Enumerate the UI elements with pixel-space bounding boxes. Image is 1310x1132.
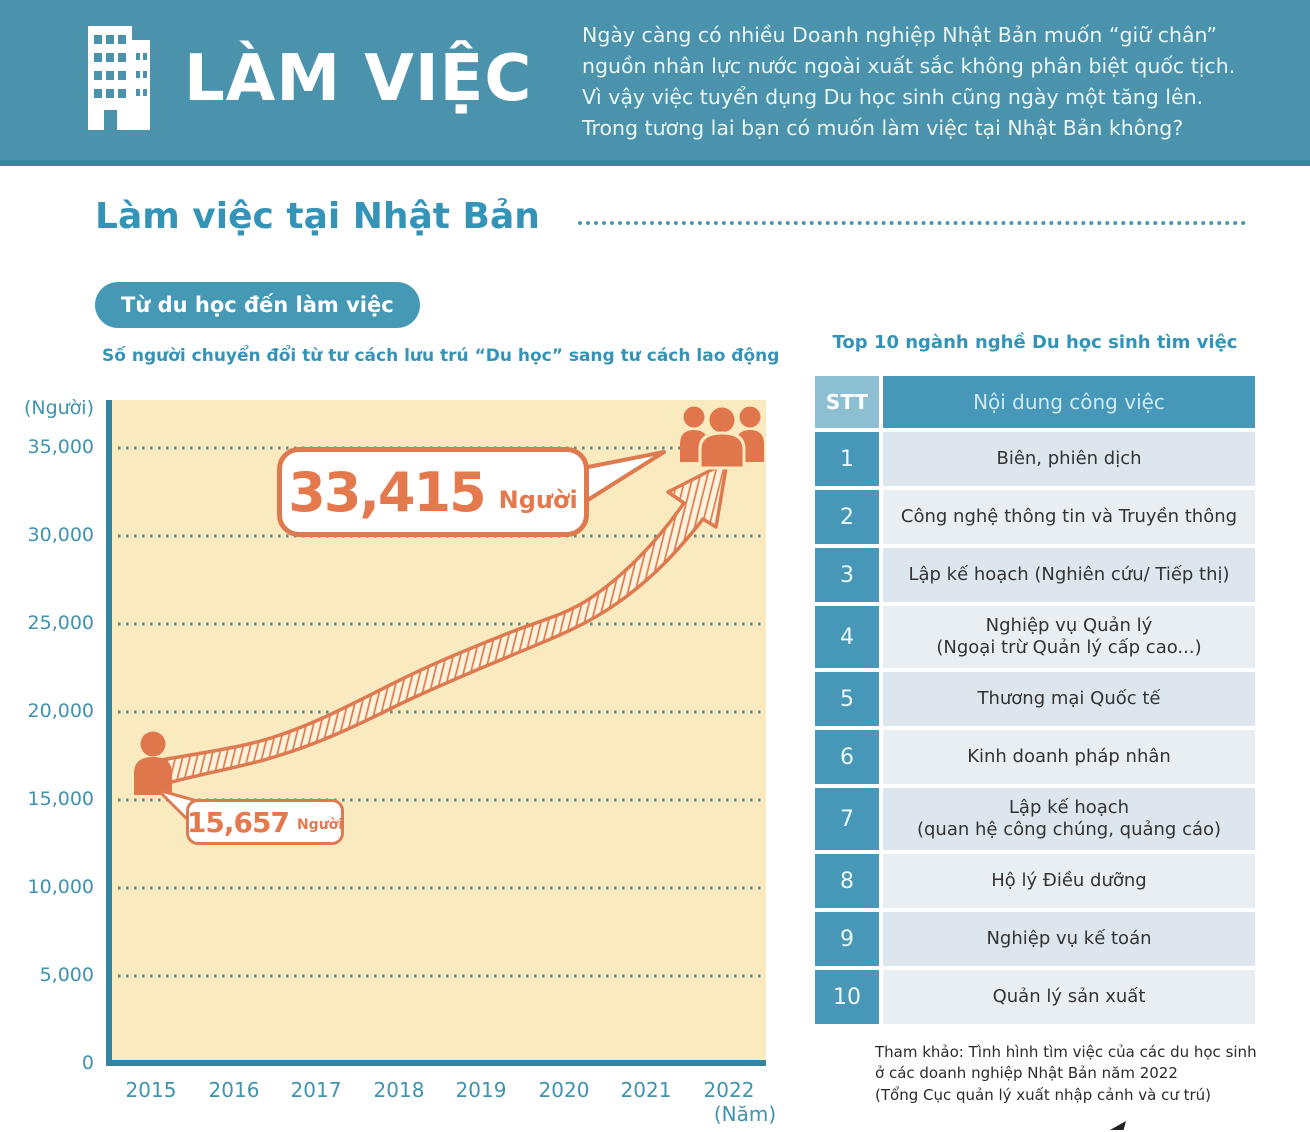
source-footnote: Tham khảo: Tình hình tìm việc của các du… <box>875 1043 1257 1104</box>
table-row-num: 5 <box>815 672 879 726</box>
x-tick: 2020 <box>538 1078 590 1102</box>
y-tick: 20,000 <box>27 700 94 722</box>
table-row-num: 4 <box>815 606 879 668</box>
section-badge: Từ du học đến làm việc <box>95 282 420 328</box>
table-row-num: 10 <box>815 970 879 1024</box>
table-row-num: 7 <box>815 788 879 850</box>
x-tick: 2021 <box>620 1078 672 1102</box>
intro-line: Ngày càng có nhiều Doanh nghiệp Nhật Bản… <box>582 23 1218 47</box>
intro-line: Trong tương lai bạn có muốn làm việc tại… <box>582 116 1184 140</box>
table-row-label: Nghiệp vụ kế toán <box>883 912 1255 966</box>
x-tick: 2016 <box>208 1078 260 1102</box>
bottom-right-artifact <box>1110 1121 1126 1130</box>
table-title: Top 10 ngành nghề Du học sinh tìm việc <box>832 332 1238 353</box>
y-tick: 15,000 <box>27 788 94 810</box>
table-row-label: Biên, phiên dịch <box>883 432 1255 486</box>
table-row-num: 8 <box>815 854 879 908</box>
intro-line: nguồn nhân lực nước ngoài xuất sắc không… <box>582 54 1236 78</box>
y-tick: 5,000 <box>39 964 94 986</box>
chart-title: Số người chuyển đổi từ tư cách lưu trú “… <box>102 346 780 366</box>
table-row-num: 2 <box>815 490 879 544</box>
y-axis-line <box>106 400 112 1066</box>
end-unit: Người <box>498 486 578 514</box>
start-value: 15,657 <box>186 805 290 839</box>
x-tick: 2017 <box>290 1078 342 1102</box>
x-tick: 2018 <box>373 1078 425 1102</box>
table-header-label: Nội dung công việc <box>883 376 1255 428</box>
page-title: LÀM VIỆC <box>184 42 533 116</box>
table-row-num: 9 <box>815 912 879 966</box>
end-value: 33,415 <box>288 460 486 524</box>
table-row-num: 1 <box>815 432 879 486</box>
end-value-callout: 33,415 Người <box>277 447 589 537</box>
intro-line: Vì vậy việc tuyển dụng Du học sinh cũng … <box>582 85 1204 109</box>
table-row-num: 6 <box>815 730 879 784</box>
people-group-icon <box>680 404 764 470</box>
dotted-divider <box>578 221 1246 225</box>
y-tick: 35,000 <box>27 436 94 458</box>
hero-banner: LÀM VIỆC Ngày càng có nhiều Doanh nghiệp… <box>0 0 1310 166</box>
x-tick: 2022 <box>703 1078 755 1102</box>
x-tick: 2015 <box>125 1078 177 1102</box>
growth-chart <box>106 400 766 1066</box>
table-row-label: Hộ lý Điều dưỡng <box>883 854 1255 908</box>
x-axis-line <box>106 1060 766 1066</box>
start-value-callout: 15,657 Người <box>186 799 344 845</box>
y-tick: 30,000 <box>27 524 94 546</box>
table-row-label: Thương mại Quốc tế <box>883 672 1255 726</box>
intro-paragraph: Ngày càng có nhiều Doanh nghiệp Nhật Bản… <box>582 20 1235 144</box>
building-icon <box>88 26 150 130</box>
y-tick: 25,000 <box>27 612 94 634</box>
table-row-label: Lập kế hoạch (Nghiên cứu/ Tiếp thị) <box>883 548 1255 602</box>
table-header-stt: STT <box>815 376 879 428</box>
table-row-label: Công nghệ thông tin và Truyền thông <box>883 490 1255 544</box>
start-unit: Người <box>296 817 344 833</box>
x-axis-unit: (Năm) <box>713 1102 777 1126</box>
table-row-label: Kinh doanh pháp nhân <box>883 730 1255 784</box>
growth-arrow-band <box>148 460 729 790</box>
section-title: Làm việc tại Nhật Bản <box>95 196 540 237</box>
table-row-label: Lập kế hoạch (quan hệ công chúng, quảng … <box>883 788 1255 850</box>
person-icon <box>134 731 172 795</box>
table-row-num: 3 <box>815 548 879 602</box>
y-tick: 0 <box>81 1052 94 1074</box>
x-tick: 2019 <box>455 1078 507 1102</box>
top10-jobs-table: STT Nội dung công việc 1 Biên, phiên dịc… <box>815 376 1255 1024</box>
table-row-label: Quản lý sản xuất <box>883 970 1255 1024</box>
y-tick: 10,000 <box>27 876 94 898</box>
table-row-label: Nghiệp vụ Quản lý (Ngoại trừ Quản lý cấp… <box>883 606 1255 668</box>
y-axis-unit: (Người) <box>23 397 94 419</box>
